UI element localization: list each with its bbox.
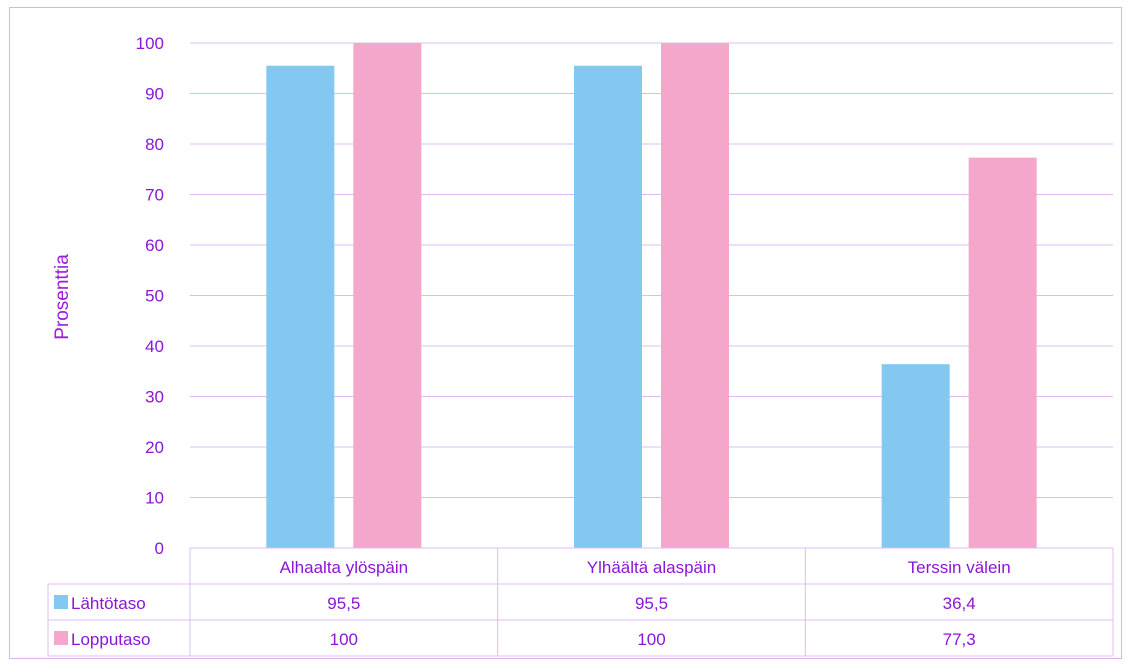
bar-lopputaso — [661, 43, 729, 548]
x-tick-label: Terssin välein — [908, 558, 1011, 577]
chart-frame — [9, 7, 1122, 659]
y-tick-label: 40 — [145, 337, 164, 356]
y-axis-ticks: 0 10 20 30 40 50 60 70 80 90 100 — [136, 34, 164, 558]
bar-lahtotaso — [881, 364, 950, 548]
bar-lahtotaso — [574, 65, 642, 548]
y-tick-label: 30 — [145, 388, 164, 407]
y-tick-label: 10 — [145, 489, 164, 508]
bar-lopputaso — [353, 43, 422, 548]
x-tick-label: Alhaalta ylöspäin — [280, 558, 409, 577]
data-value-label: 95,5 — [327, 594, 360, 613]
bar-lopputaso — [968, 157, 1037, 548]
y-tick-label: 90 — [145, 85, 164, 104]
x-tick-label: Ylhäältä alaspäin — [587, 558, 716, 577]
y-tick-label: 50 — [145, 287, 164, 306]
legend-swatch — [54, 595, 68, 609]
data-value-label: 100 — [330, 630, 358, 649]
data-table: Alhaalta ylöspäin Ylhäältä alaspäin Terssi… — [47, 547, 1114, 657]
y-tick-label: 70 — [145, 186, 164, 205]
legend-label: Lähtötaso — [71, 594, 146, 613]
y-tick-label: 20 — [145, 438, 164, 457]
data-value-label: 77,3 — [943, 630, 976, 649]
bars — [266, 43, 1037, 548]
y-tick-label: 60 — [145, 236, 164, 255]
data-value-label: 95,5 — [635, 594, 668, 613]
y-tick-label: 0 — [155, 539, 164, 558]
data-value-label: 36,4 — [943, 594, 976, 613]
data-value-label: 100 — [637, 630, 665, 649]
legend-label: Lopputaso — [71, 630, 150, 649]
y-axis-label: Prosenttia — [52, 254, 73, 340]
y-tick-label: 100 — [136, 34, 164, 53]
y-tick-label: 80 — [145, 135, 164, 154]
legend-swatch — [54, 631, 68, 645]
bar-lahtotaso — [266, 65, 335, 548]
